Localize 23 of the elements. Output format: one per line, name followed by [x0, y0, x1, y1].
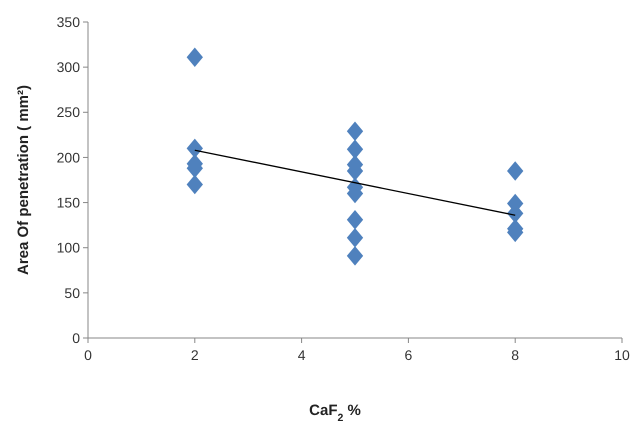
y-tick-label: 250 [56, 104, 80, 120]
x-tick-label: 6 [404, 347, 412, 363]
x-tick-label: 8 [511, 347, 520, 363]
point [186, 47, 203, 67]
point [186, 174, 203, 194]
x-tick-label: 4 [298, 347, 306, 363]
y-tick-label: 350 [56, 14, 80, 30]
y-tick-label: 200 [56, 149, 80, 166]
y-tick-label: 0 [72, 330, 80, 346]
x-tick-label: 2 [190, 347, 199, 363]
point [346, 246, 364, 266]
point [346, 228, 364, 248]
x-axis-title: CaF$_{2}$ % [309, 402, 361, 424]
y-tick-label: 150 [56, 194, 80, 210]
point [346, 121, 364, 142]
y-tick-label: 50 [64, 284, 80, 301]
point [346, 210, 364, 230]
y-tick-label: 300 [56, 59, 80, 76]
y-axis-title: Area Of penetration ( mm²) [15, 84, 32, 276]
y-tick-label: 100 [56, 240, 80, 256]
x-tick-label: 0 [84, 347, 92, 363]
x-tick-label: 10 [614, 347, 630, 363]
point [507, 161, 524, 181]
